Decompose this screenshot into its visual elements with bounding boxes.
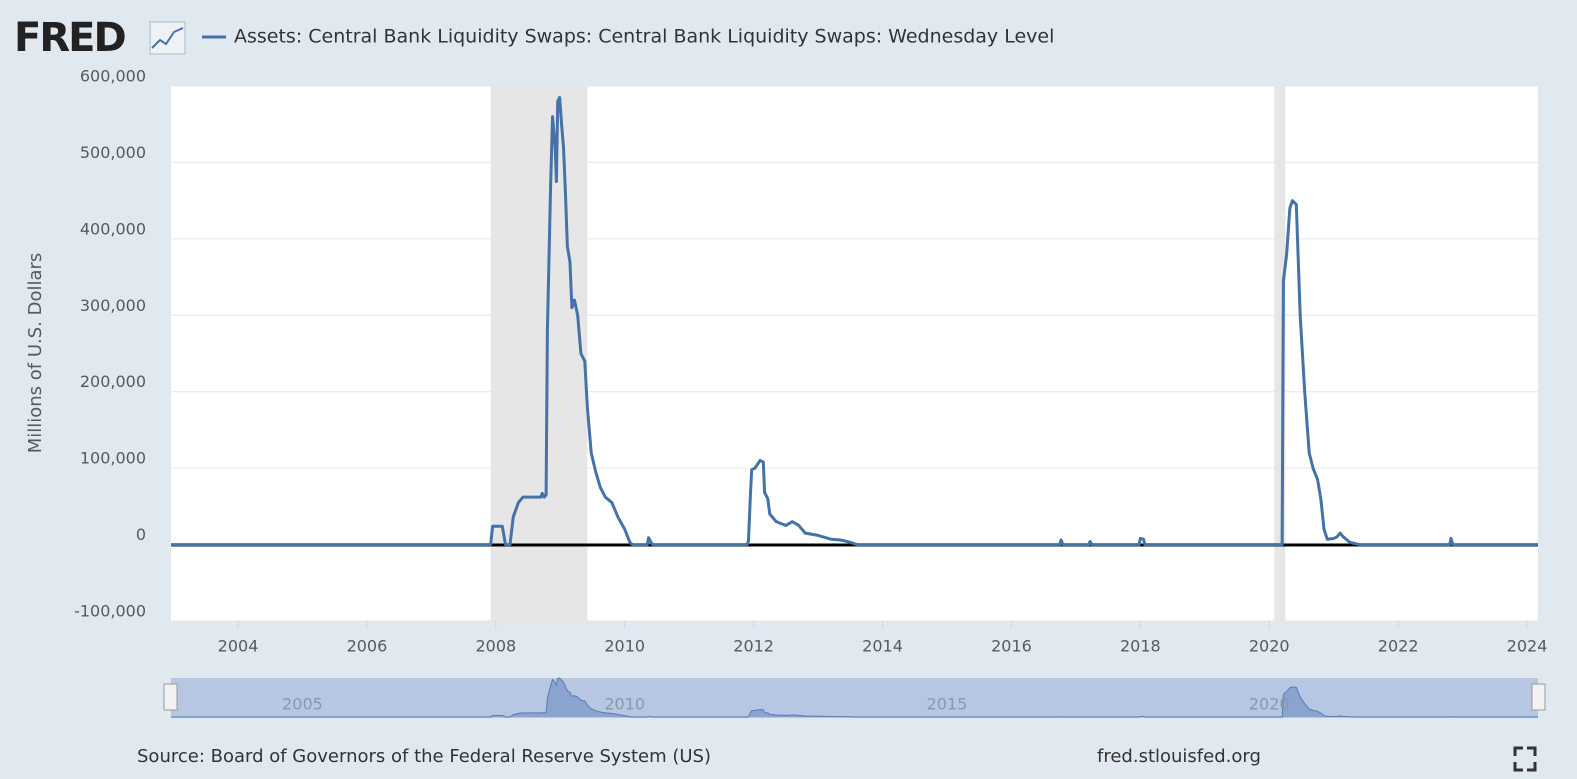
logo: FRED xyxy=(14,15,125,61)
y-tick-label: 600,000 xyxy=(80,67,146,86)
navigator-handle[interactable] xyxy=(1531,683,1546,711)
source: Source: Board of Governors of the Federa… xyxy=(137,746,711,767)
x-tick-label: 2006 xyxy=(347,637,388,656)
navigator-series xyxy=(171,677,1538,718)
navigator-handle[interactable] xyxy=(163,683,178,711)
y-tick-label: 400,000 xyxy=(80,219,146,238)
x-tick-label: 2008 xyxy=(475,637,516,656)
recession-band xyxy=(490,86,588,621)
logo-icon-line xyxy=(151,27,184,49)
x-tick-label: 2016 xyxy=(991,637,1032,656)
series-line xyxy=(171,95,1538,547)
x-tick-label: 2014 xyxy=(862,637,903,656)
y-tick-label: 0 xyxy=(136,525,146,544)
x-tick-label: 2022 xyxy=(1378,637,1419,656)
plot-area xyxy=(171,86,1538,621)
x-tick-label: 2004 xyxy=(218,637,259,656)
navigator-tick-label: 2005 xyxy=(282,695,323,714)
site-link[interactable]: fred.stlouisfed.org xyxy=(1097,746,1261,767)
y-axis-label: Millions of U.S. Dollars xyxy=(25,253,46,454)
x-tick-label: 2024 xyxy=(1507,637,1548,656)
navigator-tick-label: 2010 xyxy=(604,695,645,714)
logo-icon xyxy=(149,21,186,55)
fullscreen-icon[interactable] xyxy=(1513,746,1537,772)
x-tick-label: 2018 xyxy=(1120,637,1161,656)
y-tick-label: 500,000 xyxy=(80,143,146,162)
x-tick-label: 2010 xyxy=(604,637,645,656)
y-tick-label: 200,000 xyxy=(80,372,146,391)
navigator-tick-label: 2015 xyxy=(927,695,968,714)
x-tick-label: 2020 xyxy=(1249,637,1290,656)
y-tick-label: 300,000 xyxy=(80,296,146,315)
y-tick-label: 100,000 xyxy=(80,449,146,468)
recession-band xyxy=(1274,86,1286,621)
x-tick-label: 2012 xyxy=(733,637,774,656)
y-tick-label: -100,000 xyxy=(74,602,146,621)
legend-label: Assets: Central Bank Liquidity Swaps: Ce… xyxy=(234,26,1054,48)
navigator-tick-label: 2020 xyxy=(1249,695,1290,714)
navigator xyxy=(171,678,1538,718)
